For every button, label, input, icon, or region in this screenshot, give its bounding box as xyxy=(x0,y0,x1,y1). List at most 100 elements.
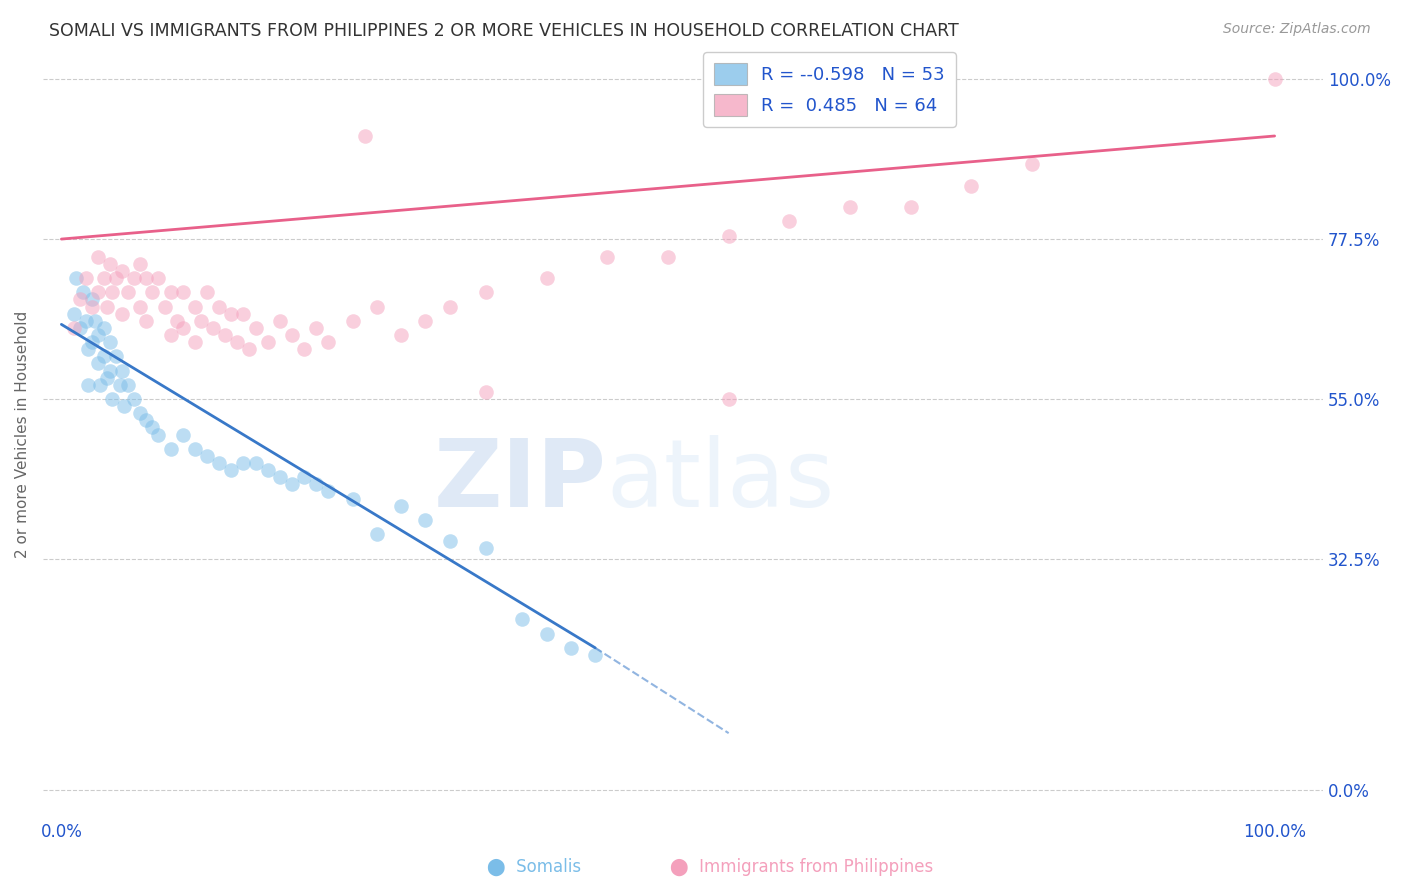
Point xyxy=(135,314,157,328)
Text: Source: ZipAtlas.com: Source: ZipAtlas.com xyxy=(1223,22,1371,37)
Point xyxy=(717,228,740,243)
Point xyxy=(195,449,218,463)
Point xyxy=(281,328,304,343)
Point xyxy=(269,314,291,328)
Point xyxy=(129,300,152,314)
Point xyxy=(89,377,111,392)
Point xyxy=(114,399,136,413)
Point xyxy=(583,648,606,662)
Point xyxy=(560,640,582,655)
Point xyxy=(129,257,152,271)
Point xyxy=(596,250,619,264)
Point xyxy=(353,128,375,143)
Point xyxy=(122,271,145,285)
Point xyxy=(65,271,87,285)
Point xyxy=(208,300,231,314)
Point xyxy=(122,392,145,406)
Point xyxy=(87,328,110,343)
Point xyxy=(389,499,412,513)
Point xyxy=(75,314,97,328)
Point xyxy=(84,314,107,328)
Point xyxy=(98,363,121,377)
Point xyxy=(439,300,461,314)
Point xyxy=(245,321,267,335)
Point xyxy=(839,200,862,214)
Point xyxy=(172,285,194,300)
Point xyxy=(717,392,740,406)
Point xyxy=(190,314,212,328)
Point xyxy=(117,377,139,392)
Point xyxy=(104,271,127,285)
Point xyxy=(256,463,278,477)
Point xyxy=(219,463,242,477)
Point xyxy=(62,307,84,321)
Text: SOMALI VS IMMIGRANTS FROM PHILIPPINES 2 OR MORE VEHICLES IN HOUSEHOLD CORRELATIO: SOMALI VS IMMIGRANTS FROM PHILIPPINES 2 … xyxy=(49,22,959,40)
Point xyxy=(316,335,339,350)
Point xyxy=(415,314,437,328)
Point xyxy=(238,343,260,357)
Point xyxy=(172,321,194,335)
Point xyxy=(208,456,231,470)
Point xyxy=(159,285,181,300)
Point xyxy=(184,300,207,314)
Point xyxy=(129,406,152,420)
Point xyxy=(101,285,124,300)
Point xyxy=(475,541,498,556)
Point xyxy=(93,350,115,364)
Point xyxy=(80,300,103,314)
Point xyxy=(195,285,218,300)
Point xyxy=(108,377,131,392)
Point xyxy=(98,257,121,271)
Text: ⬤  Somalis: ⬤ Somalis xyxy=(488,858,581,876)
Point xyxy=(184,442,207,456)
Point xyxy=(98,335,121,350)
Point xyxy=(111,264,134,278)
Point xyxy=(80,335,103,350)
Point xyxy=(439,534,461,549)
Point xyxy=(292,343,315,357)
Point xyxy=(281,477,304,491)
Point xyxy=(184,335,207,350)
Point xyxy=(475,285,498,300)
Text: ⬤  Immigrants from Philippines: ⬤ Immigrants from Philippines xyxy=(669,858,934,876)
Point xyxy=(62,321,84,335)
Point xyxy=(214,328,236,343)
Point xyxy=(153,300,176,314)
Point xyxy=(1021,157,1043,171)
Point xyxy=(135,413,157,427)
Point xyxy=(69,321,91,335)
Point xyxy=(232,456,254,470)
Point xyxy=(111,363,134,377)
Point xyxy=(202,321,225,335)
Point xyxy=(900,200,922,214)
Point xyxy=(75,271,97,285)
Point xyxy=(512,612,534,626)
Point xyxy=(69,293,91,307)
Point xyxy=(960,178,983,193)
Point xyxy=(72,285,94,300)
Point xyxy=(159,328,181,343)
Point xyxy=(166,314,188,328)
Point xyxy=(159,442,181,456)
Point xyxy=(135,271,157,285)
Text: atlas: atlas xyxy=(606,434,835,526)
Point xyxy=(111,307,134,321)
Point xyxy=(77,377,100,392)
Y-axis label: 2 or more Vehicles in Household: 2 or more Vehicles in Household xyxy=(15,311,30,558)
Point xyxy=(536,271,558,285)
Point xyxy=(269,470,291,484)
Point xyxy=(292,470,315,484)
Point xyxy=(1264,72,1286,87)
Point xyxy=(342,491,364,506)
Point xyxy=(96,300,118,314)
Point xyxy=(77,343,100,357)
Point xyxy=(87,285,110,300)
Point xyxy=(93,321,115,335)
Point xyxy=(93,271,115,285)
Point xyxy=(536,626,558,640)
Point xyxy=(256,335,278,350)
Point xyxy=(657,250,679,264)
Point xyxy=(141,285,163,300)
Point xyxy=(117,285,139,300)
Point xyxy=(148,427,170,442)
